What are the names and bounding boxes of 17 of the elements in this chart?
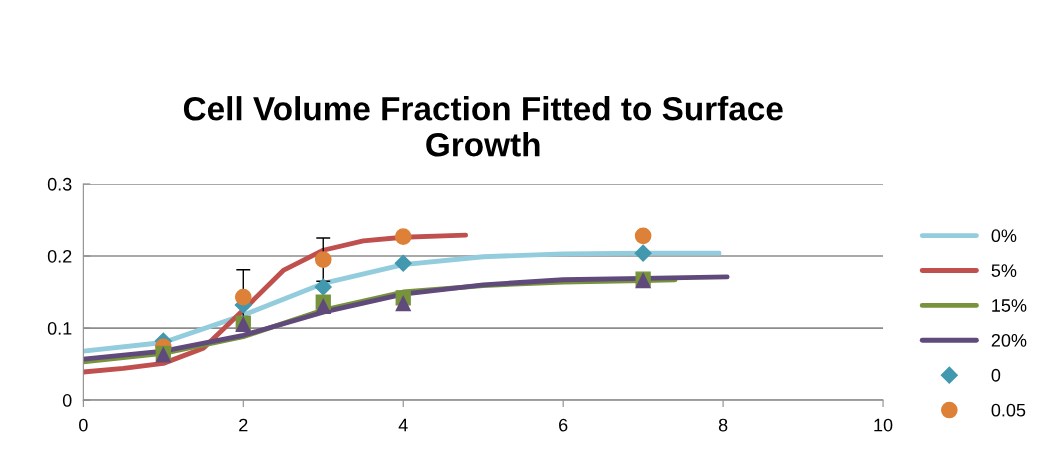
x-tick-label: 10 — [874, 418, 893, 432]
legend-label: 0 — [991, 368, 1001, 382]
legend-label: 15% — [992, 299, 1027, 312]
legend-label: 20% — [991, 333, 1027, 347]
x-tick-label: 6 — [559, 418, 568, 432]
legend-label: 0% — [991, 229, 1017, 243]
x-tick-label: 2 — [239, 418, 248, 432]
y-tick-label: 0.1 — [47, 322, 72, 335]
x-tick-label: 0 — [79, 418, 88, 432]
chart-title: Cell Volume Fraction Fitted to Surface Growth — [183, 96, 783, 157]
y-tick-label: 0.2 — [47, 249, 72, 263]
x-tick-label: 4 — [398, 418, 408, 432]
x-tick-label: 8 — [718, 418, 728, 432]
legend-label: 0.05 — [991, 403, 1026, 417]
y-tick-label: 0.3 — [47, 177, 72, 191]
legend-label: 5% — [991, 264, 1017, 277]
y-tick-label: 0 — [62, 394, 72, 407]
